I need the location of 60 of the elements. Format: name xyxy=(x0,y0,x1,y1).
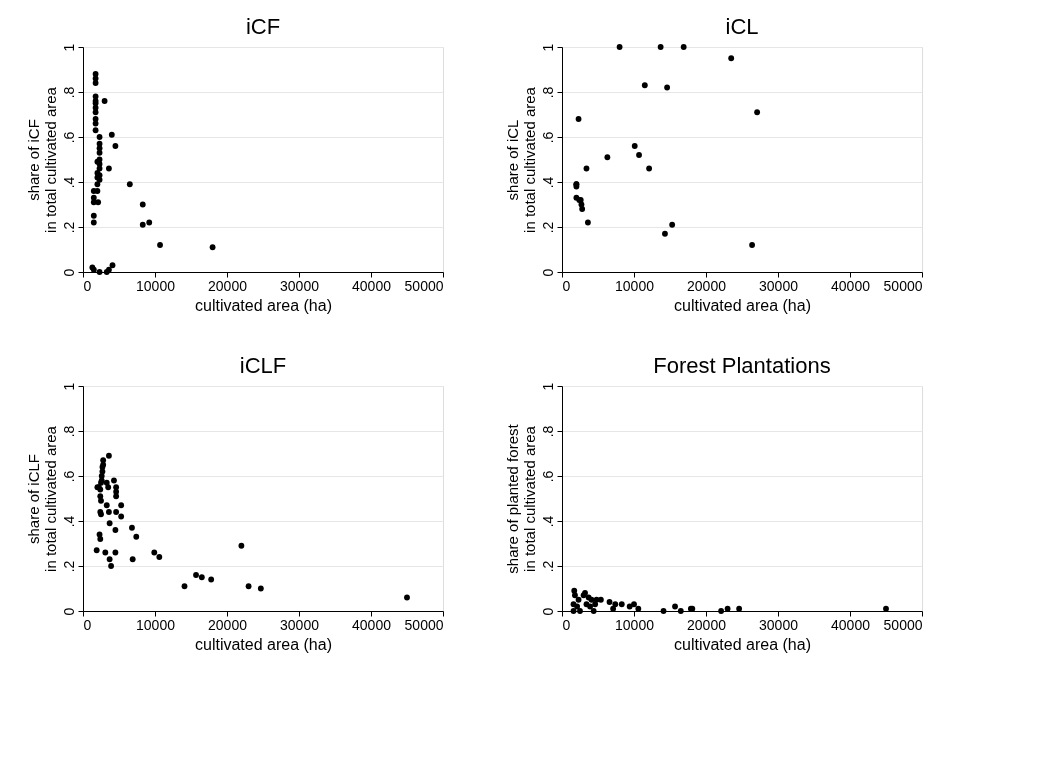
x-tick-label: 0 xyxy=(83,277,92,294)
y-tick-label: 0 xyxy=(60,268,77,277)
x-tick-label: 10000 xyxy=(136,616,176,633)
x-tick-label: 0 xyxy=(562,277,571,294)
y-tick-label: .8 xyxy=(60,425,77,438)
y-tick-label: .2 xyxy=(60,560,77,573)
x-tick-label: 10000 xyxy=(615,277,655,294)
x-tick-label: 40000 xyxy=(352,616,392,633)
y-tick-label: 1 xyxy=(60,43,77,52)
y-tick-label: .2 xyxy=(539,560,556,573)
y-tick-label: .4 xyxy=(539,176,556,189)
x-tick-label: 40000 xyxy=(352,277,392,294)
chart-title: Forest Plantations xyxy=(653,353,831,379)
x-tick-label: 30000 xyxy=(280,616,320,633)
y-tick-label: 0 xyxy=(60,607,77,616)
x-tick-label: 50000 xyxy=(883,616,923,633)
y-axis-title: share of iCF in total cultivated area xyxy=(24,86,59,233)
x-tick-label: 30000 xyxy=(759,616,799,633)
x-tick-label: 30000 xyxy=(280,277,320,294)
x-tick-label: 10000 xyxy=(615,616,655,633)
x-tick-label: 50000 xyxy=(404,616,444,633)
y-tick-label: .6 xyxy=(539,131,556,144)
y-tick-label: .2 xyxy=(539,221,556,234)
y-tick-label: .6 xyxy=(539,470,556,483)
y-tick-label: 0 xyxy=(539,607,556,616)
y-axis-title: share of iCLF in total cultivated area xyxy=(24,425,59,572)
x-tick-label: 20000 xyxy=(687,616,727,633)
y-tick-label: .6 xyxy=(60,470,77,483)
y-tick-label: .4 xyxy=(539,515,556,528)
y-axis-title: share of iCL in total cultivated area xyxy=(503,86,538,233)
x-tick-label: 50000 xyxy=(883,277,923,294)
y-tick-label: .6 xyxy=(60,131,77,144)
x-tick-label: 40000 xyxy=(831,616,871,633)
y-tick-label: 1 xyxy=(539,382,556,391)
x-axis-title: cultivated area (ha) xyxy=(195,635,332,653)
x-tick-label: 50000 xyxy=(404,277,444,294)
y-tick-label: .4 xyxy=(60,176,77,189)
x-axis-title: cultivated area (ha) xyxy=(674,635,811,653)
y-axis-title: share of planted forest in total cultivated area xyxy=(503,423,538,574)
x-tick-label: 0 xyxy=(83,616,92,633)
chart-title: iCL xyxy=(725,14,759,40)
x-tick-label: 20000 xyxy=(208,616,248,633)
x-tick-label: 0 xyxy=(562,616,571,633)
y-tick-label: .8 xyxy=(60,86,77,99)
y-tick-label: .8 xyxy=(539,425,556,438)
y-tick-label: 1 xyxy=(539,43,556,52)
x-tick-label: 40000 xyxy=(831,277,871,294)
x-tick-label: 10000 xyxy=(136,277,176,294)
chart-title: iCF xyxy=(245,14,281,40)
x-axis-title: cultivated area (ha) xyxy=(195,296,332,314)
y-tick-label: 0 xyxy=(539,268,556,277)
x-tick-label: 20000 xyxy=(687,277,727,294)
x-tick-label: 20000 xyxy=(208,277,248,294)
x-tick-label: 30000 xyxy=(759,277,799,294)
y-tick-label: .4 xyxy=(60,515,77,528)
x-axis-title: cultivated area (ha) xyxy=(674,296,811,314)
y-tick-label: .8 xyxy=(539,86,556,99)
y-tick-label: .2 xyxy=(60,221,77,234)
y-tick-label: 1 xyxy=(60,382,77,391)
chart-title: iCLF xyxy=(239,353,287,379)
